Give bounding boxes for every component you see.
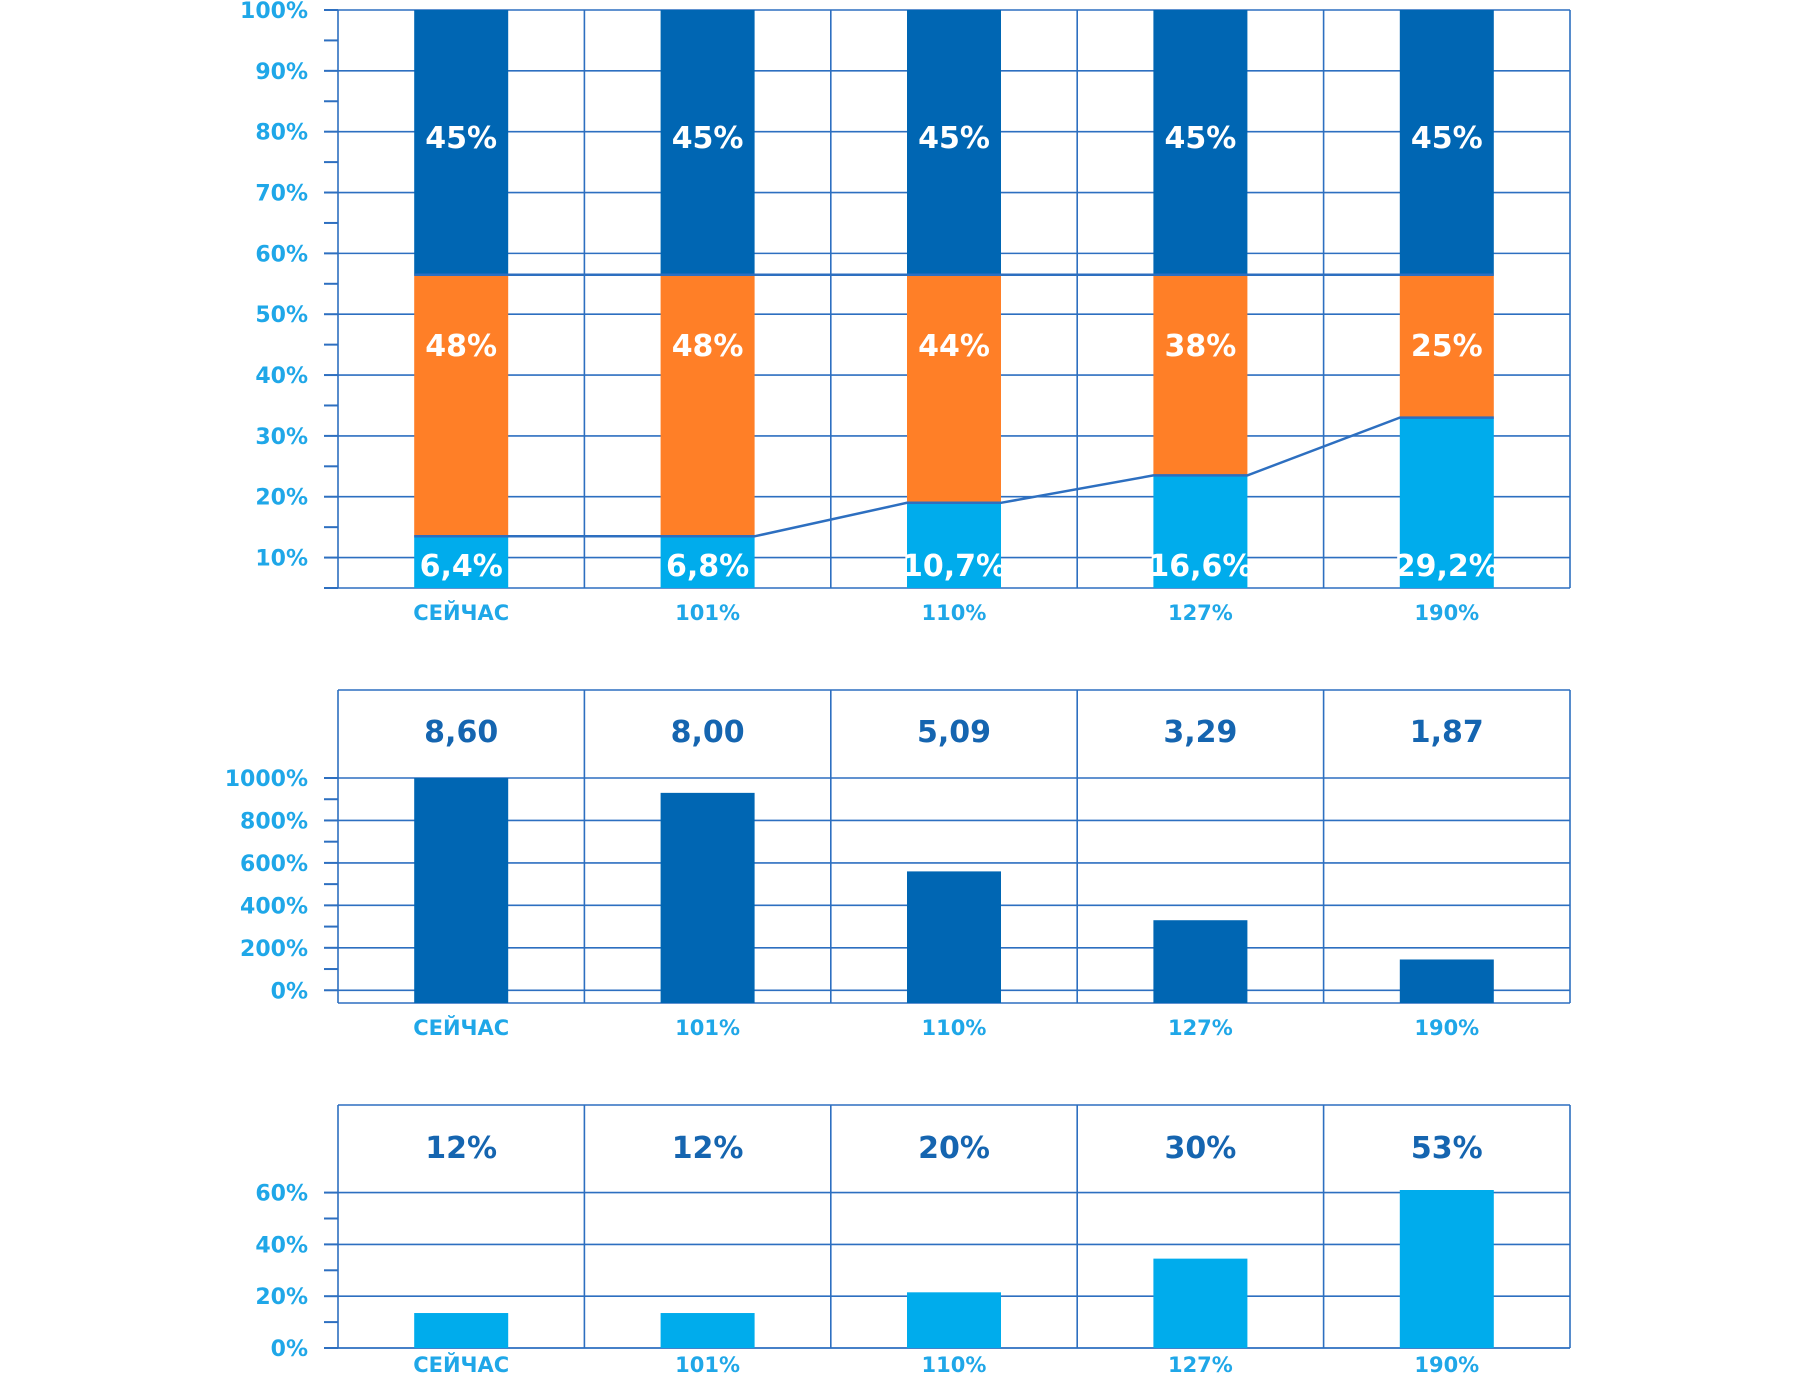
bar-segment-label-dark-blue: 45% [425,121,497,156]
x-category-label: СЕЙЧАС [413,1352,509,1377]
bar-segment-dark-blue [907,10,1001,275]
x-category-label: 101% [675,1016,740,1040]
bar-segment-label-light-blue: 6,8% [666,549,749,584]
bar [414,1313,509,1348]
bar [907,871,1001,1003]
bar-segment-orange [1153,274,1248,476]
y-tick-label: 10% [255,547,308,572]
bar-segment-label-light-blue: 16,6% [1148,549,1252,584]
y-tick-label: 40% [255,1233,308,1258]
x-category-label: 127% [1168,1353,1233,1377]
bar-value-label: 3,29 [1163,715,1237,750]
x-category-label: 190% [1414,1016,1479,1040]
x-category-label: 101% [675,601,740,625]
bar [1399,959,1494,1003]
bar-segment-dark-blue [414,10,509,275]
bar-value-label: 1,87 [1410,715,1484,750]
x-category-label: 190% [1414,601,1479,625]
bar-value-label: 8,00 [671,715,745,750]
bar-value-label: 8,60 [424,715,498,750]
x-category-label: 127% [1168,601,1233,625]
bar [1399,1190,1494,1348]
bar [660,792,755,1003]
bar-segment-dark-blue [1399,10,1494,275]
bar-value-label: 12% [672,1131,744,1166]
bar-segment-label-orange: 44% [918,329,990,364]
y-tick-label: 30% [255,425,308,450]
y-tick-label: 0% [271,1337,308,1362]
bar-segment-light-blue [1399,417,1494,588]
x-category-label: 101% [675,1353,740,1377]
y-tick-label: 100% [240,0,308,24]
y-tick-label: 60% [255,242,308,267]
bar [907,1292,1001,1348]
bar-segment-label-dark-blue: 45% [672,121,744,156]
bar-value-label: 30% [1164,1131,1236,1166]
y-tick-label: 800% [240,809,308,834]
y-tick-label: 20% [255,486,308,511]
bar-segment-label-dark-blue: 45% [1164,121,1236,156]
x-category-label: 110% [922,601,987,625]
bar-segment-label-orange: 38% [1164,329,1236,364]
y-tick-label: 200% [240,937,308,962]
x-category-label: 190% [1414,1353,1479,1377]
bar-segment-light-blue [1153,475,1248,588]
bar-segment-orange [1399,274,1494,418]
bar [1153,1258,1248,1348]
bar [1153,920,1248,1003]
y-tick-label: 80% [255,121,308,146]
y-tick-label: 20% [255,1285,308,1310]
bar-segment-label-dark-blue: 45% [1411,121,1483,156]
bar-segment-orange [660,274,755,537]
x-category-label: СЕЙЧАС [413,600,509,625]
y-tick-label: 0% [271,979,308,1004]
bar-segment-label-light-blue: 6,4% [420,549,503,584]
x-category-label: СЕЙЧАС [413,1015,509,1040]
y-tick-label: 60% [255,1182,308,1207]
bar-segment-orange [907,274,1001,503]
bar-segment-label-dark-blue: 45% [918,121,990,156]
bar-segment-label-orange: 48% [425,329,497,364]
bar-segment-orange [414,274,509,537]
y-tick-label: 40% [255,364,308,389]
y-tick-label: 50% [255,303,308,328]
bar [660,1313,755,1348]
bar-segment-label-orange: 48% [672,329,744,364]
y-tick-label: 70% [255,182,308,207]
bar [414,778,509,1003]
connector-line-light-blue [414,416,1494,538]
bar-segment-label-orange: 25% [1411,329,1483,364]
y-tick-label: 600% [240,852,308,877]
bar-segment-light-blue [660,536,755,588]
bar-value-label: 12% [425,1131,497,1166]
x-category-label: 127% [1168,1016,1233,1040]
y-tick-label: 1000% [225,767,308,792]
x-category-label: 110% [922,1016,987,1040]
bar-value-label: 20% [918,1131,990,1166]
bar-value-label: 53% [1411,1131,1483,1166]
bar-value-label: 5,09 [917,715,991,750]
bar-segment-label-light-blue: 29,2% [1395,549,1499,584]
y-tick-label: 400% [240,894,308,919]
bar-segment-dark-blue [1153,10,1248,275]
x-category-label: 110% [922,1353,987,1377]
bar-segment-dark-blue [660,10,755,275]
y-tick-label: 90% [255,60,308,85]
bar-segment-light-blue [414,536,509,588]
bar-segment-light-blue [907,502,1001,588]
bar-segment-label-light-blue: 10,7% [902,549,1006,584]
